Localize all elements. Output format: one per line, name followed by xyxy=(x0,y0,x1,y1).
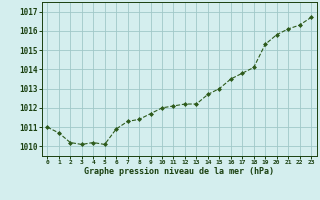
X-axis label: Graphe pression niveau de la mer (hPa): Graphe pression niveau de la mer (hPa) xyxy=(84,167,274,176)
